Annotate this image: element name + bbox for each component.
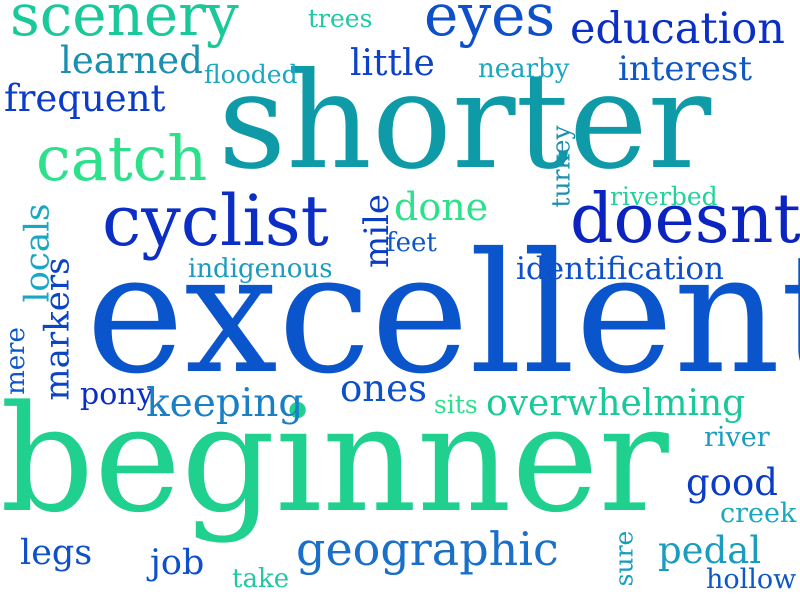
word-scenery: scenery	[10, 0, 239, 49]
word-river: river	[704, 422, 770, 453]
word-hollow: hollow	[706, 564, 797, 595]
word-indigenous: indigenous	[188, 254, 333, 284]
word-riverbed: riverbed	[610, 182, 718, 211]
word-sure: sure	[609, 530, 639, 587]
word-frequent: frequent	[4, 77, 166, 120]
word-feet: feet	[386, 228, 437, 258]
word-excellent: excellent	[86, 218, 800, 411]
word-learned: learned	[60, 39, 203, 82]
word-nearby: nearby	[478, 54, 570, 84]
word-little: little	[350, 43, 435, 84]
word-take: take	[232, 564, 290, 594]
word-pony: pony	[80, 377, 154, 412]
word-mile: mile	[357, 193, 398, 269]
word-turkey: turkey	[546, 125, 576, 208]
word-creek: creek	[720, 498, 797, 529]
word-sits: sits	[434, 390, 478, 419]
word-keeping: keeping	[146, 381, 304, 426]
word-trees: trees	[308, 4, 373, 33]
word-doesnt: doesnt	[570, 180, 800, 259]
word-good: good	[686, 461, 778, 504]
word-markers: markers	[37, 257, 78, 401]
word-mere: mere	[0, 327, 31, 395]
word-identification: identification	[516, 251, 724, 287]
word-overwhelming: overwhelming	[486, 383, 746, 424]
word-beginner: beginner	[0, 374, 669, 545]
word-eyes: eyes	[424, 0, 556, 49]
word-cyclist: cyclist	[102, 180, 329, 262]
word-done: done	[394, 185, 489, 229]
word-catch: catch	[36, 122, 208, 195]
word-interest: interest	[618, 49, 753, 89]
word-shorter: shorter	[218, 45, 712, 199]
word-legs: legs	[20, 533, 93, 573]
word-education: education	[570, 4, 785, 54]
word-job: job	[150, 543, 205, 583]
word-ones: ones	[340, 367, 427, 410]
word-geographic: geographic	[296, 522, 559, 576]
word-flooded: flooded	[204, 60, 298, 89]
word-pedal: pedal	[658, 529, 762, 572]
